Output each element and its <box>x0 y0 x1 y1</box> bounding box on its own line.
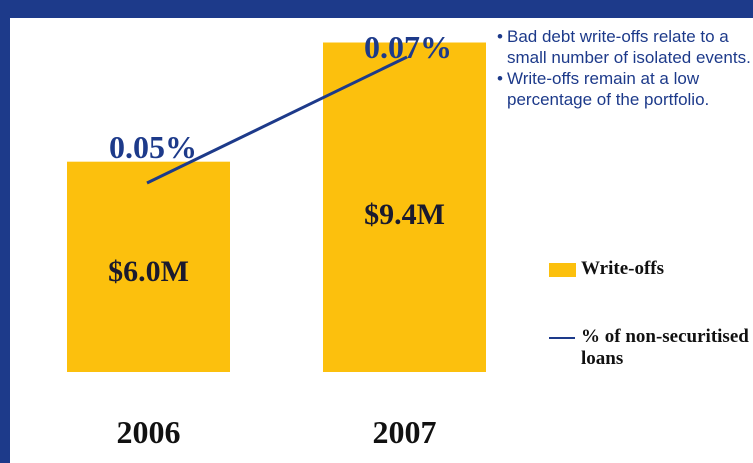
legend: Write-offs % of non-securitised loans <box>549 258 753 370</box>
legend-swatch-bar <box>549 263 576 277</box>
legend-swatch-line <box>549 337 575 339</box>
bars-layer <box>67 42 486 373</box>
frame-left-border <box>0 0 10 463</box>
legend-item-writeoffs: Write-offs <box>549 258 753 288</box>
pct-series-line <box>146 55 408 185</box>
category-label: 2007 <box>373 414 437 450</box>
bar-value-label: $9.4M <box>364 198 445 231</box>
category-label: 2006 <box>117 414 181 450</box>
note-item: Write-offs remain at a low percentage of… <box>497 68 753 110</box>
bar-2007 <box>323 42 486 373</box>
notes-list: Bad debt write-offs relate to a small nu… <box>497 26 753 110</box>
labels-layer: $6.0M 2006 $9.4M 2007 0.05% 0.07% <box>108 29 452 450</box>
pct-value-label: 0.05% <box>109 129 197 165</box>
legend-label-pct: % of non-securitised loans <box>581 326 749 369</box>
note-item: Bad debt write-offs relate to a small nu… <box>497 26 753 68</box>
pct-value-label: 0.07% <box>364 29 452 65</box>
bar-value-label: $6.0M <box>108 255 189 288</box>
bar-2006 <box>67 161 230 372</box>
legend-label-writeoffs: Write-offs <box>581 258 665 279</box>
frame-top-border <box>0 0 753 18</box>
legend-item-pct: % of non-securitised loans <box>549 326 753 370</box>
line-layer <box>146 55 408 185</box>
